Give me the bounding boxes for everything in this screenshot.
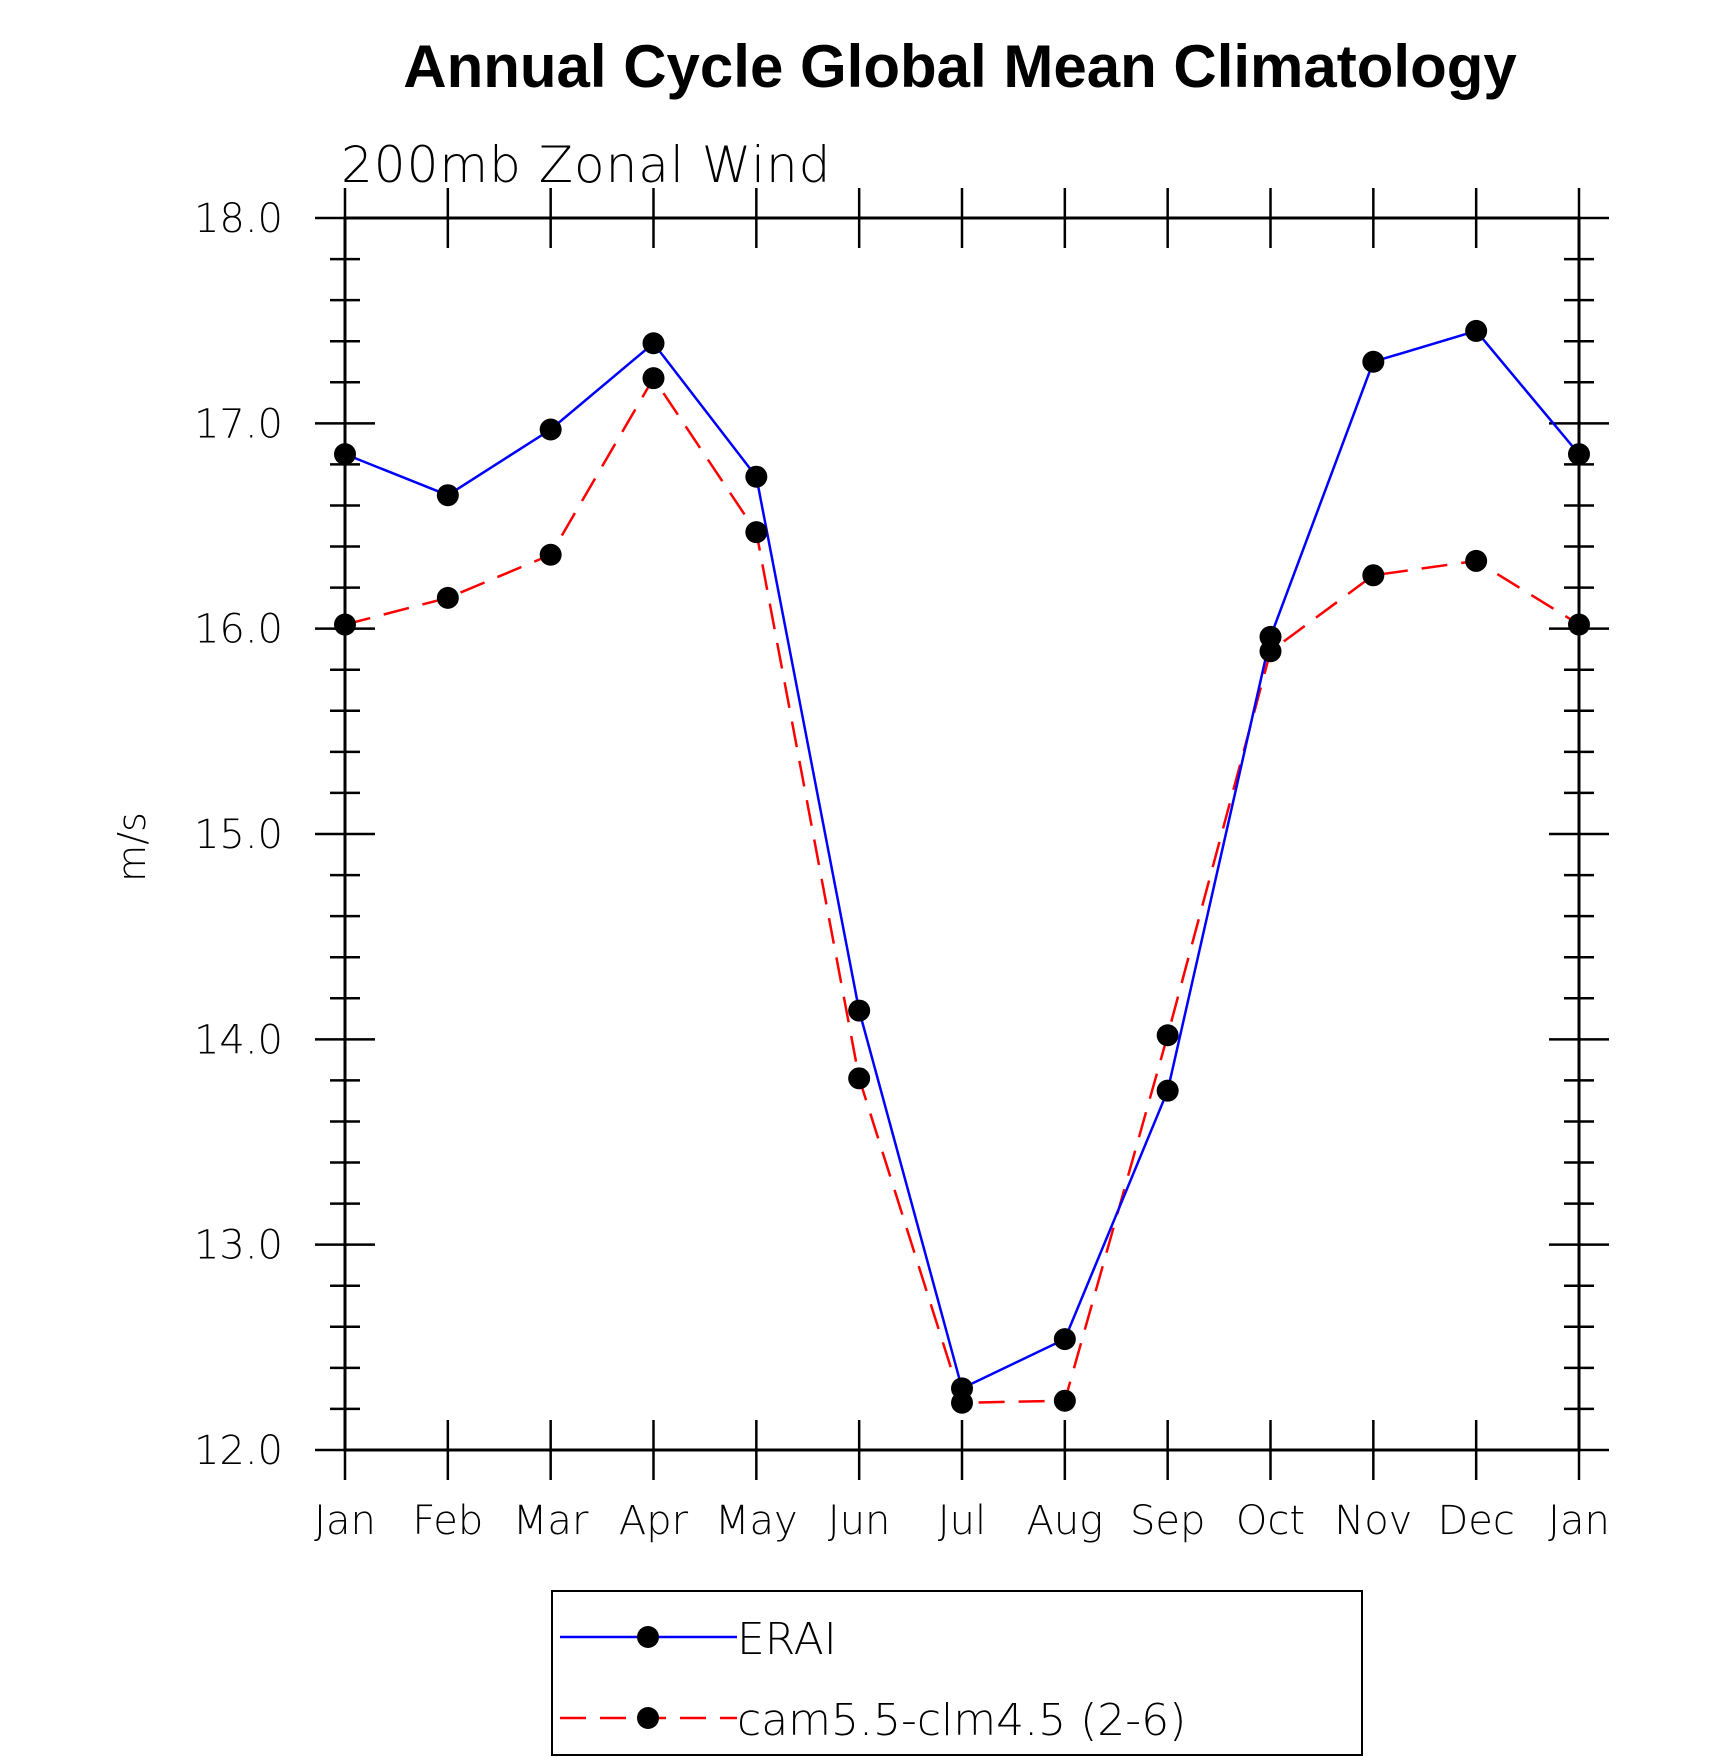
x-tick-label: Nov (1334, 1498, 1412, 1544)
legend-marker-erai (637, 1626, 659, 1648)
x-tick-label: Jan (1548, 1498, 1610, 1544)
y-tick-label: 18.0 (194, 196, 283, 242)
x-tick-label: Apr (619, 1498, 689, 1544)
data-point-s1-7 (1053, 1389, 1076, 1412)
chart-title: Annual Cycle Global Mean Climatology (403, 33, 1517, 100)
data-point-s0-3 (642, 332, 665, 355)
x-tick-label: Mar (513, 1498, 589, 1544)
data-point-s1-4 (745, 521, 768, 544)
x-tick-label: Jan (314, 1498, 376, 1544)
x-tick-label: Oct (1236, 1498, 1305, 1544)
data-point-s0-11 (1465, 319, 1488, 342)
series-line-1 (344, 375, 1580, 1405)
y-tick-label: 17.0 (194, 401, 283, 447)
data-point-s1-5 (848, 1067, 871, 1090)
data-point-s1-6 (951, 1391, 973, 1414)
data-point-s1-8 (1156, 1024, 1179, 1047)
legend: ERAI cam5.5-clm4.5 (2-6) (551, 1590, 1363, 1756)
x-tick-label: Jun (828, 1498, 891, 1544)
data-point-s0-10 (1362, 350, 1385, 373)
data-point-s1-1 (436, 586, 459, 609)
data-point-s0-5 (848, 999, 871, 1022)
y-tick-labels: 12.0 13.0 14.0 15.0 16.0 17.0 18.0 (194, 196, 283, 1474)
axis-ticks (315, 188, 1609, 1480)
y-tick-label: 14.0 (194, 1017, 283, 1063)
y-tick-label: 16.0 (194, 607, 283, 653)
data-point-s0-1 (436, 484, 459, 507)
data-point-s0-4 (745, 465, 768, 488)
data-point-s1-11 (1465, 549, 1488, 572)
x-tick-label: Sep (1130, 1498, 1205, 1544)
legend-label-cam: cam5.5-clm4.5 (2-6) (737, 1695, 1186, 1746)
data-point-s1-3 (642, 367, 665, 390)
series-line-0 (344, 329, 1580, 1391)
y-axis-label: m/s (110, 812, 154, 882)
series-lines (344, 329, 1580, 1405)
y-tick-label: 13.0 (194, 1223, 283, 1269)
x-tick-labels: Jan Feb Mar Apr May Jun Jul Aug Sep Oct Nov Dec Jan (314, 1498, 1610, 1544)
y-tick-label: 15.0 (194, 812, 283, 858)
plot-frame (343, 216, 1581, 1452)
x-tick-label: May (715, 1498, 798, 1544)
legend-label-erai: ERAI (737, 1614, 837, 1665)
data-point-s0-7 (1053, 1328, 1076, 1351)
data-point-s1-9 (1259, 640, 1282, 663)
legend-box (551, 1590, 1363, 1756)
data-point-s1-10 (1362, 564, 1385, 587)
x-tick-label: Feb (412, 1498, 483, 1544)
x-tick-label: Dec (1437, 1498, 1514, 1544)
data-point-s1-2 (539, 543, 562, 566)
y-tick-label: 12.0 (194, 1428, 283, 1474)
x-tick-label: Jul (938, 1498, 986, 1544)
series-points (334, 319, 1590, 1414)
x-tick-label: Aug (1026, 1498, 1103, 1544)
data-point-s0-2 (539, 418, 562, 441)
data-point-s0-8 (1156, 1079, 1179, 1102)
legend-marker-cam (637, 1707, 659, 1729)
chart-subtitle: 200mb Zonal Wind (341, 136, 831, 194)
